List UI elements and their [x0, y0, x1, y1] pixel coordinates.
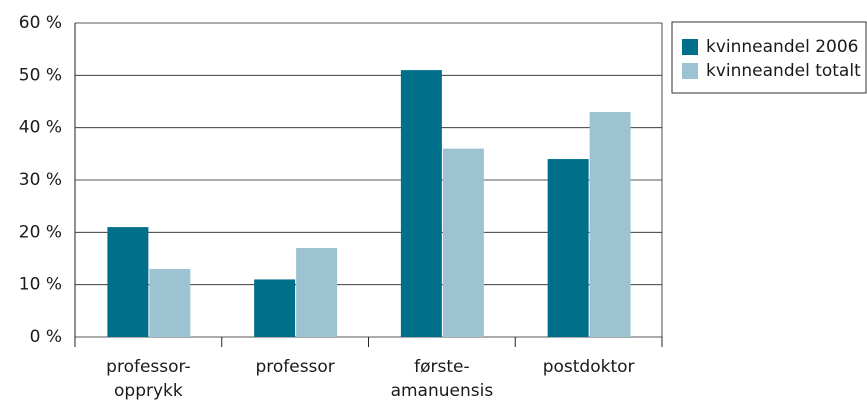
y-tick-label: 40 %	[19, 118, 62, 138]
bar	[589, 111, 631, 337]
x-tick-label: postdoktor	[543, 357, 635, 377]
bar	[547, 159, 589, 337]
x-tick-label: amanuensis	[391, 381, 494, 401]
y-tick-label: 20 %	[19, 222, 62, 242]
bar	[107, 227, 149, 337]
legend-label: kvinneandel 2006	[706, 37, 858, 57]
bar	[400, 70, 442, 337]
y-tick-label: 60 %	[19, 13, 62, 33]
x-tick-label: professor-	[106, 357, 190, 377]
bar	[254, 279, 296, 337]
y-tick-label: 10 %	[19, 275, 62, 295]
y-tick-label: 0 %	[30, 327, 62, 347]
x-tick-label: opprykk	[114, 381, 183, 401]
bar	[296, 248, 338, 337]
legend-label: kvinneandel totalt	[706, 61, 861, 81]
y-tick-label: 50 %	[19, 65, 62, 85]
x-tick-label: professor	[255, 357, 334, 377]
legend-box	[671, 21, 867, 94]
x-tick-label: første-	[414, 357, 470, 377]
legend-swatch	[682, 39, 698, 55]
bar	[149, 268, 191, 337]
bar	[442, 148, 484, 337]
legend-swatch	[682, 63, 698, 79]
y-tick-label: 30 %	[19, 170, 62, 190]
